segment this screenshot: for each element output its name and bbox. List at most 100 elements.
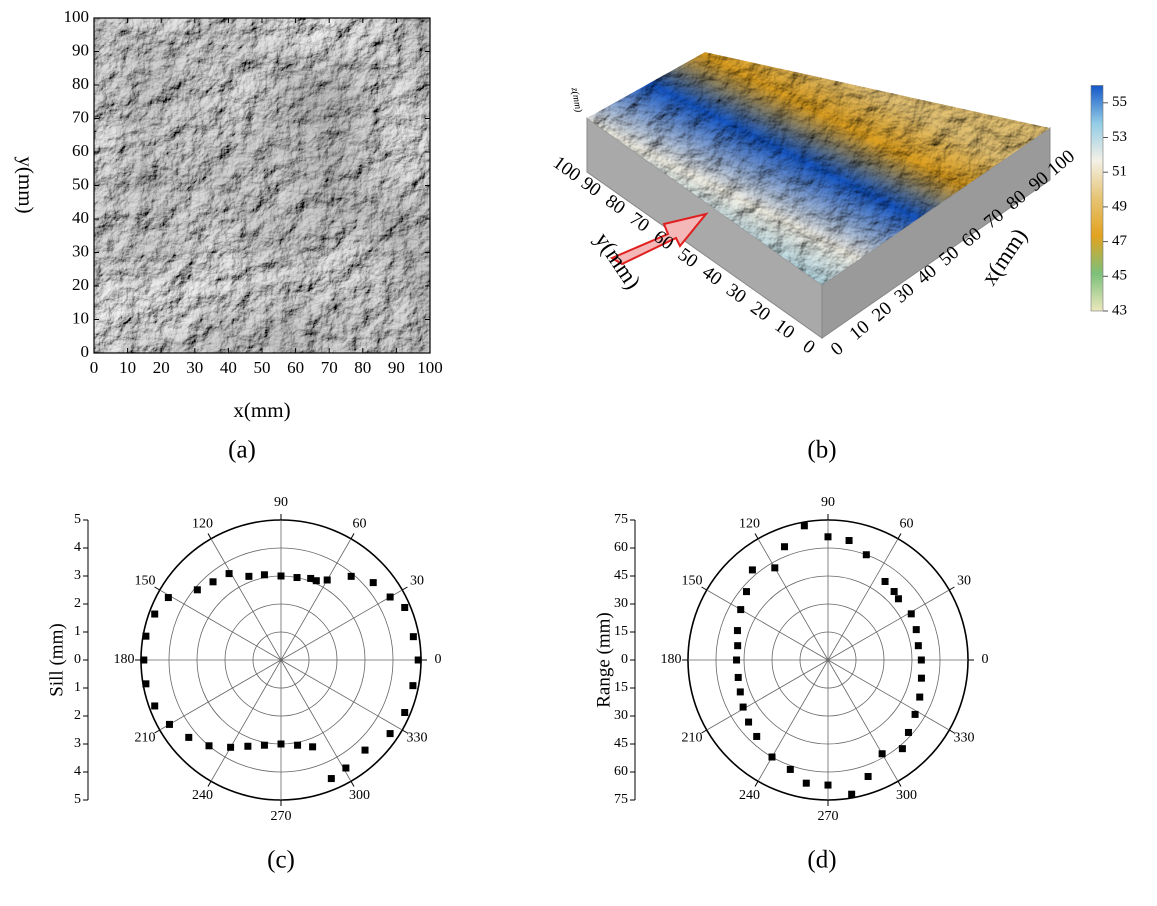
- x-tick-label: 80: [354, 358, 371, 377]
- y-tick-label: 90: [72, 40, 89, 59]
- point: [753, 733, 760, 740]
- point: [787, 766, 794, 773]
- theta-tick-label: 300: [349, 788, 370, 803]
- theta-tick-label: 210: [682, 731, 703, 746]
- spoke: [707, 660, 828, 730]
- x-tick-label: 40: [220, 358, 237, 377]
- theta-tick-label: 150: [682, 574, 703, 589]
- r-tick-label: 60: [614, 540, 628, 555]
- theta-tick-label: 330: [953, 731, 974, 746]
- r-tick-label: 0: [621, 652, 628, 667]
- x-tick-label: 0: [90, 358, 99, 377]
- point: [769, 753, 776, 760]
- r-tick-label: 4: [74, 764, 81, 779]
- r-tick-label: 5: [74, 512, 81, 527]
- point: [409, 682, 416, 689]
- spoke: [828, 660, 949, 730]
- theta-tick: [351, 534, 354, 539]
- spoke: [758, 539, 828, 660]
- r-axis-label: Range (mm): [593, 612, 614, 708]
- x-tick-label: 0: [827, 338, 848, 360]
- point: [166, 721, 173, 728]
- y-tick-label: 100: [64, 7, 90, 26]
- spoke: [828, 660, 898, 781]
- point: [348, 573, 355, 580]
- theta-tick-label: 150: [135, 574, 156, 589]
- r-tick-label: 15: [614, 624, 628, 639]
- point: [916, 694, 923, 701]
- theta-tick: [755, 534, 758, 539]
- r-tick-label: 15: [614, 680, 628, 695]
- r-tick-label: 45: [614, 736, 628, 751]
- point: [245, 573, 252, 580]
- r-tick-label: 4: [74, 540, 81, 555]
- point: [324, 576, 331, 583]
- x-axis-label: x(mm): [976, 224, 1032, 290]
- point: [387, 730, 394, 737]
- point: [401, 604, 408, 611]
- point: [895, 595, 902, 602]
- panel-a: [94, 18, 430, 353]
- theta-tick-label: 180: [661, 652, 682, 667]
- r-tick-label: 30: [614, 708, 628, 723]
- point: [410, 633, 417, 640]
- point: [735, 674, 742, 681]
- point: [415, 657, 422, 664]
- point: [749, 566, 756, 573]
- x-tick-label: 30: [186, 358, 203, 377]
- colorbar-tick-label: 43: [1112, 302, 1127, 318]
- x-tick-label: 90: [388, 358, 405, 377]
- point: [401, 709, 408, 716]
- point: [771, 564, 778, 571]
- theta-tick: [949, 587, 954, 590]
- point: [165, 594, 172, 601]
- point: [734, 642, 741, 649]
- point: [370, 579, 377, 586]
- point: [294, 742, 301, 749]
- y-tick-label: 70: [72, 107, 89, 126]
- x-tick-label: 50: [254, 358, 271, 377]
- x-tick-label: 70: [321, 358, 338, 377]
- point: [879, 750, 886, 757]
- point: [882, 578, 889, 585]
- r-tick-label: 0: [74, 652, 81, 667]
- theta-tick: [351, 781, 354, 786]
- point: [745, 719, 752, 726]
- point: [743, 588, 750, 595]
- theta-tick-label: 120: [739, 516, 760, 531]
- caption: (a): [228, 437, 256, 464]
- point: [737, 606, 744, 613]
- y-tick-label: 10: [72, 308, 89, 327]
- point: [863, 551, 870, 558]
- point: [151, 702, 158, 709]
- colorbar-tick-label: 55: [1112, 94, 1127, 110]
- colorbar-tick-label: 51: [1112, 164, 1127, 180]
- r-tick-label: 60: [614, 764, 628, 779]
- surface-image: [94, 18, 430, 353]
- point: [825, 533, 832, 540]
- point: [278, 741, 285, 748]
- point: [210, 578, 217, 585]
- theta-tick-label: 30: [410, 574, 424, 589]
- r-tick-label: 30: [614, 596, 628, 611]
- point: [913, 626, 920, 633]
- r-tick-label: 45: [614, 568, 628, 583]
- x-axis-label: x(mm): [233, 398, 290, 422]
- x-tick-label: 100: [417, 358, 443, 377]
- y-axis-label: y(mm): [590, 228, 646, 294]
- spoke: [758, 660, 828, 781]
- y-tick-label: 30: [72, 241, 89, 260]
- x-tick-label: 10: [119, 358, 136, 377]
- point: [737, 688, 744, 695]
- spoke: [211, 660, 281, 781]
- theta-tick-label: 180: [114, 652, 135, 667]
- point: [912, 711, 919, 718]
- theta-tick-label: 0: [982, 652, 989, 667]
- point: [733, 657, 740, 664]
- point: [206, 742, 213, 749]
- figure: 0102030405060708090100010203040506070809…: [0, 0, 1157, 906]
- x-tick-label: 60: [287, 358, 304, 377]
- point: [194, 586, 201, 593]
- colorbar-tick-label: 53: [1112, 129, 1127, 145]
- point: [278, 573, 285, 580]
